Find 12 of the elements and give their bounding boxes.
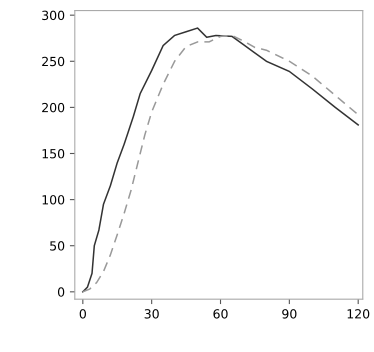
x-tick-label: 60 [213,309,228,319]
x-tick-label: 30 [144,309,159,319]
x-tick-label: 90 [282,309,296,319]
y-tick-label: 300 [42,10,64,20]
y-tick-label: 0 [58,287,64,297]
y-tick-label: 100 [42,195,64,205]
y-tick-label: 250 [42,56,64,66]
x-tick-label: 120 [348,309,370,319]
y-tick-label: 150 [42,148,64,158]
y-tick-label: 50 [50,241,64,251]
y-tick-label: 200 [42,102,64,112]
x-tick-label: 0 [80,309,86,319]
